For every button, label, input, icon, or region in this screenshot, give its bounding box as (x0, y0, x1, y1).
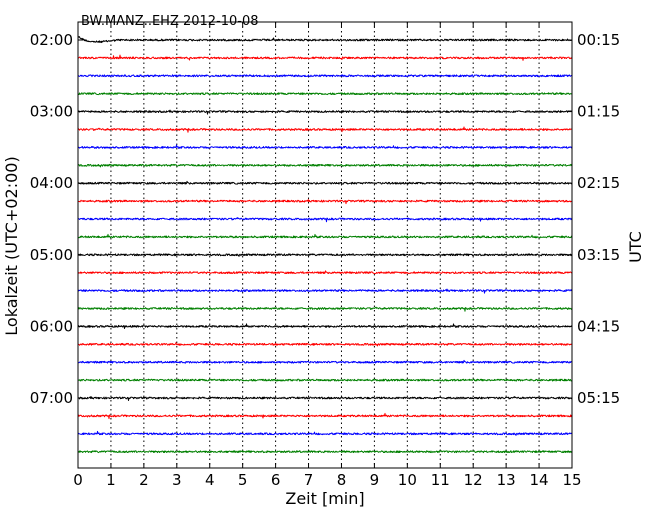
x-tick-label-2: 2 (139, 471, 149, 489)
y-tick-label-left-3: 05:00 (30, 246, 73, 264)
y-tick-label-left-2: 04:00 (30, 174, 73, 192)
trace-row-18 (77, 359, 573, 364)
trace-row-10 (77, 217, 573, 223)
plot-frame (77, 21, 573, 469)
x-tick-label-5: 5 (238, 471, 248, 489)
y-axis-label-left: Lokalzeit (UTC+02:00) (2, 156, 21, 335)
trace-row-20 (77, 395, 573, 402)
trace-row-2 (77, 74, 573, 78)
trace-row-3 (77, 92, 573, 96)
y-tick-labels-left: 02:00 03:00 04:00 05:00 06:00 07:00 (30, 31, 73, 407)
trace-row-23 (77, 450, 573, 454)
trace-row-21 (77, 412, 573, 420)
y-tick-label-left-1: 03:00 (30, 103, 73, 121)
trace-row-4 (77, 109, 573, 115)
trace-row-12 (77, 253, 573, 257)
trace-row-1 (77, 54, 573, 61)
y-tick-label-right-1: 01:15 (577, 103, 620, 121)
trace-row-6 (77, 144, 573, 149)
x-tick-label-13: 13 (497, 471, 516, 489)
y-tick-label-right-5: 05:15 (577, 389, 620, 407)
x-tick-label-9: 9 (370, 471, 380, 489)
y-tick-label-left-4: 06:00 (30, 317, 73, 335)
x-tick-label-1: 1 (106, 471, 116, 489)
y-tick-label-left-5: 07:00 (30, 389, 73, 407)
x-tick-label-4: 4 (205, 471, 215, 489)
y-tick-label-right-2: 02:15 (577, 174, 620, 192)
x-tick-label-12: 12 (464, 471, 483, 489)
x-tick-label-3: 3 (172, 471, 182, 489)
x-tick-label-7: 7 (304, 471, 314, 489)
trace-row-13 (77, 270, 573, 275)
trace-row-16 (77, 323, 573, 330)
y-tick-label-right-3: 03:15 (577, 246, 620, 264)
x-tick-label-11: 11 (431, 471, 450, 489)
y-tick-label-right-0: 00:15 (577, 31, 620, 49)
trace-row-0 (77, 35, 573, 44)
trace-row-5 (77, 126, 573, 133)
axis-ticks (77, 22, 573, 468)
trace-row-7 (77, 163, 573, 168)
x-tick-label-10: 10 (398, 471, 417, 489)
trace-row-22 (77, 430, 573, 436)
x-tick-label-15: 15 (562, 471, 581, 489)
x-tick-label-14: 14 (530, 471, 549, 489)
trace-row-11 (77, 233, 572, 239)
grid (110, 22, 540, 468)
x-tick-label-0: 0 (73, 471, 83, 489)
trace-row-8 (77, 180, 573, 185)
x-tick-label-6: 6 (271, 471, 281, 489)
x-tick-label-8: 8 (337, 471, 347, 489)
x-tick-labels: 0 1 2 3 4 5 6 7 8 9 10 11 12 13 14 15 (73, 471, 581, 489)
y-tick-label-left-0: 02:00 (30, 31, 73, 49)
trace-row-15 (77, 306, 573, 312)
y-tick-labels-right: 00:15 01:15 02:15 03:15 04:15 05:15 (577, 31, 620, 407)
trace-row-14 (77, 288, 573, 294)
x-axis-label: Zeit [min] (285, 489, 364, 508)
trace-row-17 (77, 342, 573, 347)
trace-row-9 (77, 199, 573, 205)
y-axis-label-right: UTC (626, 231, 645, 263)
y-tick-label-right-4: 04:15 (577, 317, 620, 335)
trace-row-19 (77, 378, 573, 382)
seismogram-traces (77, 35, 573, 454)
